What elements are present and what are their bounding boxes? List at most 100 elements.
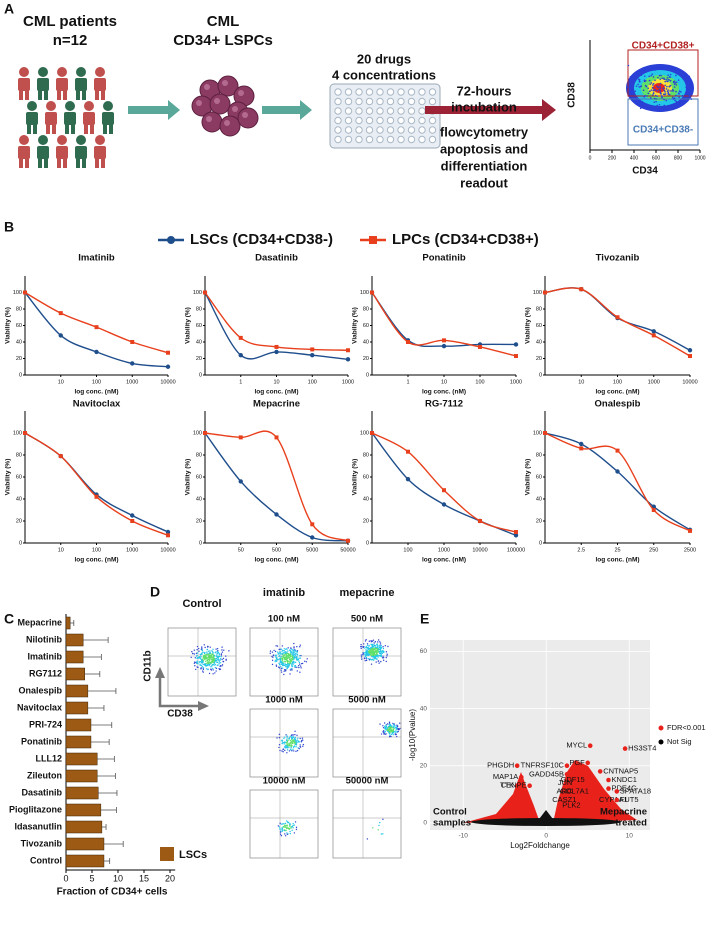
flow-event: [276, 645, 279, 647]
flow-event: [378, 824, 380, 827]
y-axis-label: Viability (%): [525, 307, 532, 344]
flow-event: [386, 723, 389, 725]
flow-event: [216, 656, 218, 658]
data-point: [370, 431, 374, 435]
flow-event: [298, 747, 300, 750]
event: [665, 88, 668, 90]
flow-event: [395, 733, 397, 736]
flow-event: [396, 735, 398, 738]
event: [644, 94, 647, 97]
flow-event: [289, 662, 291, 664]
flow-event: [365, 659, 368, 662]
flow-event: [299, 741, 301, 743]
well: [365, 135, 374, 144]
flow-event: [375, 648, 377, 650]
flow-event: [286, 833, 289, 836]
flow-event: [364, 640, 367, 642]
flow-event: [282, 748, 285, 750]
flow-event: [214, 666, 217, 669]
flow-event: [280, 655, 282, 658]
y-tick-label: 80: [16, 452, 22, 458]
event: [671, 96, 674, 99]
flow-event: [279, 749, 281, 752]
flow-event: [293, 662, 295, 664]
person-body: [102, 112, 114, 125]
flow-event: [279, 822, 281, 825]
well: [355, 97, 363, 106]
flow-event: [365, 657, 368, 659]
event: [657, 86, 660, 89]
flow-event: [191, 652, 194, 655]
panel-letter: E: [420, 611, 429, 627]
person-leg: [38, 90, 42, 100]
flow-event: [380, 644, 382, 647]
event: [675, 81, 678, 84]
x-tick-label: 400: [630, 155, 639, 161]
flow-event: [286, 744, 288, 746]
flow-event: [289, 653, 292, 656]
bar: [65, 667, 85, 681]
event: [667, 92, 669, 95]
flow-event: [380, 653, 382, 655]
well: [365, 126, 374, 134]
y-tick-label: 0: [539, 372, 542, 378]
event: [660, 95, 663, 97]
flow-event: [286, 826, 288, 828]
x-tick-label: 20: [165, 873, 175, 883]
event: [675, 74, 677, 77]
flow-event: [397, 728, 399, 730]
cell: [237, 107, 259, 129]
flow-event: [371, 654, 374, 656]
flow-event: [386, 727, 389, 730]
y-tick-label: 60: [16, 323, 22, 329]
flow-event: [366, 648, 368, 650]
flow-event: [291, 750, 293, 752]
flow-event: [282, 659, 284, 661]
flow-event: [365, 658, 368, 660]
event: [629, 75, 632, 78]
data-point: [513, 342, 519, 347]
data-point: [274, 344, 279, 349]
flow-frame: [332, 789, 402, 859]
flow-event: [368, 653, 371, 656]
flow-event: [271, 659, 274, 662]
well: [397, 116, 405, 125]
flow-event: [295, 657, 297, 659]
flow-event: [385, 656, 387, 659]
person-leg: [76, 90, 80, 100]
flow-event: [218, 653, 221, 655]
flow-event: [393, 731, 395, 733]
y-tick-label: 60: [196, 474, 202, 480]
flow-event: [297, 664, 300, 667]
flow-event: [282, 656, 284, 659]
well: [344, 97, 353, 106]
event: [649, 90, 651, 92]
event: [663, 104, 666, 107]
data-point: [442, 488, 446, 493]
event: [640, 74, 643, 77]
cell-highlight: [232, 106, 238, 112]
flow-event: [201, 665, 204, 668]
bar: [65, 701, 89, 715]
event: [648, 79, 651, 82]
well: [407, 116, 416, 125]
category-label: Control: [30, 855, 62, 865]
fit-line: [24, 432, 169, 533]
flow-event: [289, 655, 292, 658]
person-body: [56, 146, 68, 159]
y-tick-label: 0: [19, 372, 22, 378]
fit-line: [204, 292, 349, 351]
event: [639, 107, 642, 110]
flow-event: [281, 667, 284, 669]
flow-event: [383, 733, 385, 735]
y-tick-label: 40: [420, 705, 428, 712]
event: [662, 93, 665, 96]
flow-event: [377, 660, 379, 662]
x-axis-label: Fraction of CD34+ cells: [57, 887, 168, 898]
gene-point: [519, 774, 524, 780]
chart-title: Navitoclax: [73, 399, 121, 410]
sig-cloud: [553, 760, 637, 823]
event: [656, 85, 658, 88]
event: [640, 85, 643, 87]
flow-event: [216, 654, 218, 657]
